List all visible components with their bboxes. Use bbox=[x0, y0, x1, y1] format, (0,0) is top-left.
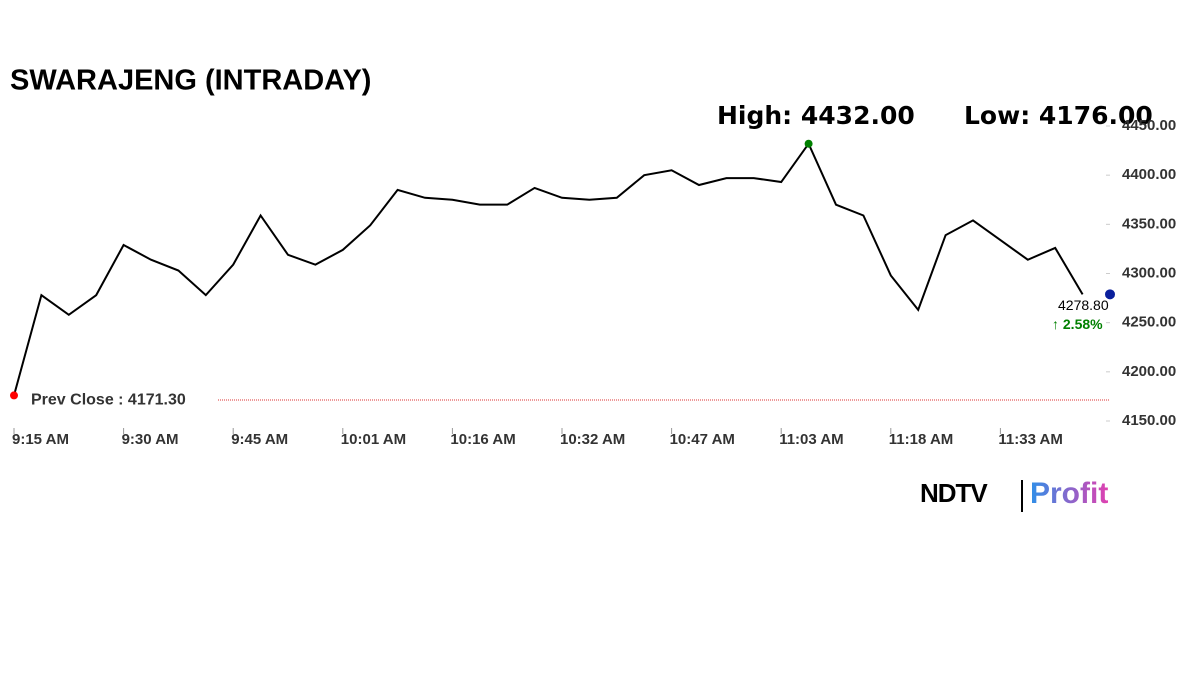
y-tick-label: 4400.00 bbox=[1122, 166, 1176, 183]
y-tick-label: 4350.00 bbox=[1122, 215, 1176, 232]
y-tick-label: 4150.00 bbox=[1122, 412, 1176, 429]
low-label: Low: 4176.00 bbox=[964, 101, 1153, 130]
high-dot bbox=[804, 139, 813, 148]
y-tick-label: 4300.00 bbox=[1122, 264, 1176, 281]
price-line bbox=[13, 141, 1084, 396]
x-tick-label: 11:33 AM bbox=[998, 431, 1062, 448]
y-tick-label: 4250.00 bbox=[1122, 314, 1176, 331]
y-tick-label: 4450.00 bbox=[1122, 117, 1176, 134]
last-dot bbox=[1105, 289, 1115, 300]
low-dot bbox=[10, 391, 18, 400]
x-tick-label: 10:16 AM bbox=[450, 431, 515, 448]
x-tick-label: 11:03 AM bbox=[779, 431, 843, 448]
brand-ndtv: NDTV bbox=[920, 478, 988, 508]
x-tick-label: 10:47 AM bbox=[670, 431, 735, 448]
high-label: High: 4432.00 bbox=[717, 101, 915, 130]
prev-close-label: Prev Close : 4171.30 bbox=[31, 391, 186, 408]
y-tick-label: 4200.00 bbox=[1122, 363, 1176, 380]
x-tick-label: 10:32 AM bbox=[560, 431, 625, 448]
x-tick-label: 9:30 AM bbox=[122, 431, 179, 448]
x-tick-label: 9:45 AM bbox=[231, 431, 288, 448]
last-label: 4278.80 bbox=[1058, 297, 1109, 313]
x-tick-label: 11:18 AM bbox=[889, 431, 953, 448]
x-tick-label: 10:01 AM bbox=[341, 431, 406, 448]
chart-title: SWARAJENG (INTRADAY) bbox=[10, 65, 371, 97]
x-tick-label: 9:15 AM bbox=[12, 431, 69, 448]
brand-profit: Profit bbox=[1030, 477, 1108, 510]
change-label: ↑ 2.58% bbox=[1052, 316, 1103, 332]
